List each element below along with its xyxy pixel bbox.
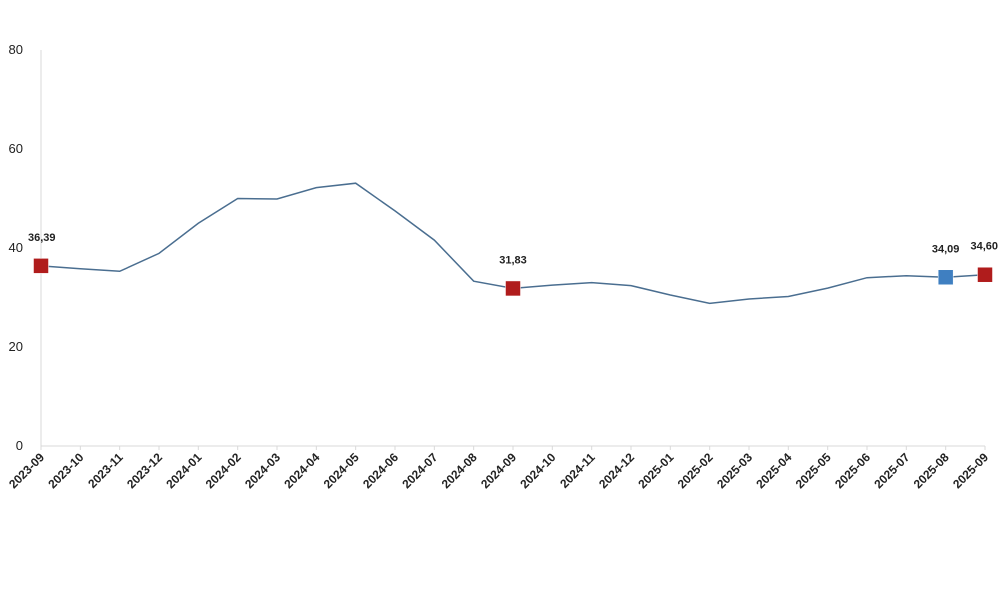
x-tick-label: 2023-12: [124, 450, 165, 491]
x-tick-label: 2024-12: [596, 450, 637, 491]
x-tick-label: 2025-07: [871, 450, 912, 491]
y-tick-label: 0: [16, 438, 23, 453]
data-point-marker: [33, 258, 49, 274]
x-tick-label: 2023-11: [85, 450, 126, 491]
x-tick-label: 2024-05: [321, 450, 362, 491]
x-tick-label: 2023-10: [45, 450, 86, 491]
x-tick-label: 2024-08: [439, 450, 480, 491]
x-tick-label: 2025-06: [832, 450, 873, 491]
x-tick-label: 2024-09: [478, 450, 519, 491]
x-tick-label: 2024-07: [399, 450, 440, 491]
data-label: 34,60: [970, 241, 998, 253]
data-label: 31,83: [499, 254, 527, 266]
x-tick-label: 2024-10: [517, 450, 558, 491]
x-tick-label: 2025-01: [635, 450, 676, 491]
label-layer: 36,39 31,83 34,09 34,60: [28, 232, 998, 267]
data-point-marker: [505, 280, 521, 297]
x-axis: 2023-092023-102023-112023-122024-012024-…: [6, 445, 991, 491]
y-tick-label: 80: [9, 42, 23, 57]
x-tick-label: 2024-01: [163, 450, 204, 491]
y-tick-label: 40: [9, 240, 23, 255]
y-tick-label: 20: [9, 339, 23, 354]
x-tick-label: 2023-09: [6, 450, 47, 491]
data-point-marker: [937, 269, 954, 286]
marker-layer: [33, 258, 993, 297]
x-tick-label: 2025-05: [793, 450, 834, 491]
x-tick-label: 2024-06: [360, 450, 401, 491]
x-tick-label: 2024-03: [242, 450, 283, 491]
data-point-marker: [977, 266, 993, 283]
y-tick-label: 60: [9, 141, 23, 156]
x-tick-label: 2025-08: [911, 450, 952, 491]
y-axis: 0 20 40 60 80: [9, 42, 42, 453]
x-tick-label: 2025-03: [714, 450, 755, 491]
x-tick-label: 2025-09: [950, 450, 991, 491]
data-label: 36,39: [28, 232, 56, 244]
x-tick-label: 2024-02: [203, 450, 244, 491]
x-tick-label: 2024-04: [281, 450, 322, 491]
data-label: 34,09: [932, 243, 960, 255]
x-tick-label: 2025-04: [753, 450, 794, 491]
x-tick-label: 2024-11: [557, 450, 598, 491]
x-tick-label: 2025-02: [675, 450, 716, 491]
